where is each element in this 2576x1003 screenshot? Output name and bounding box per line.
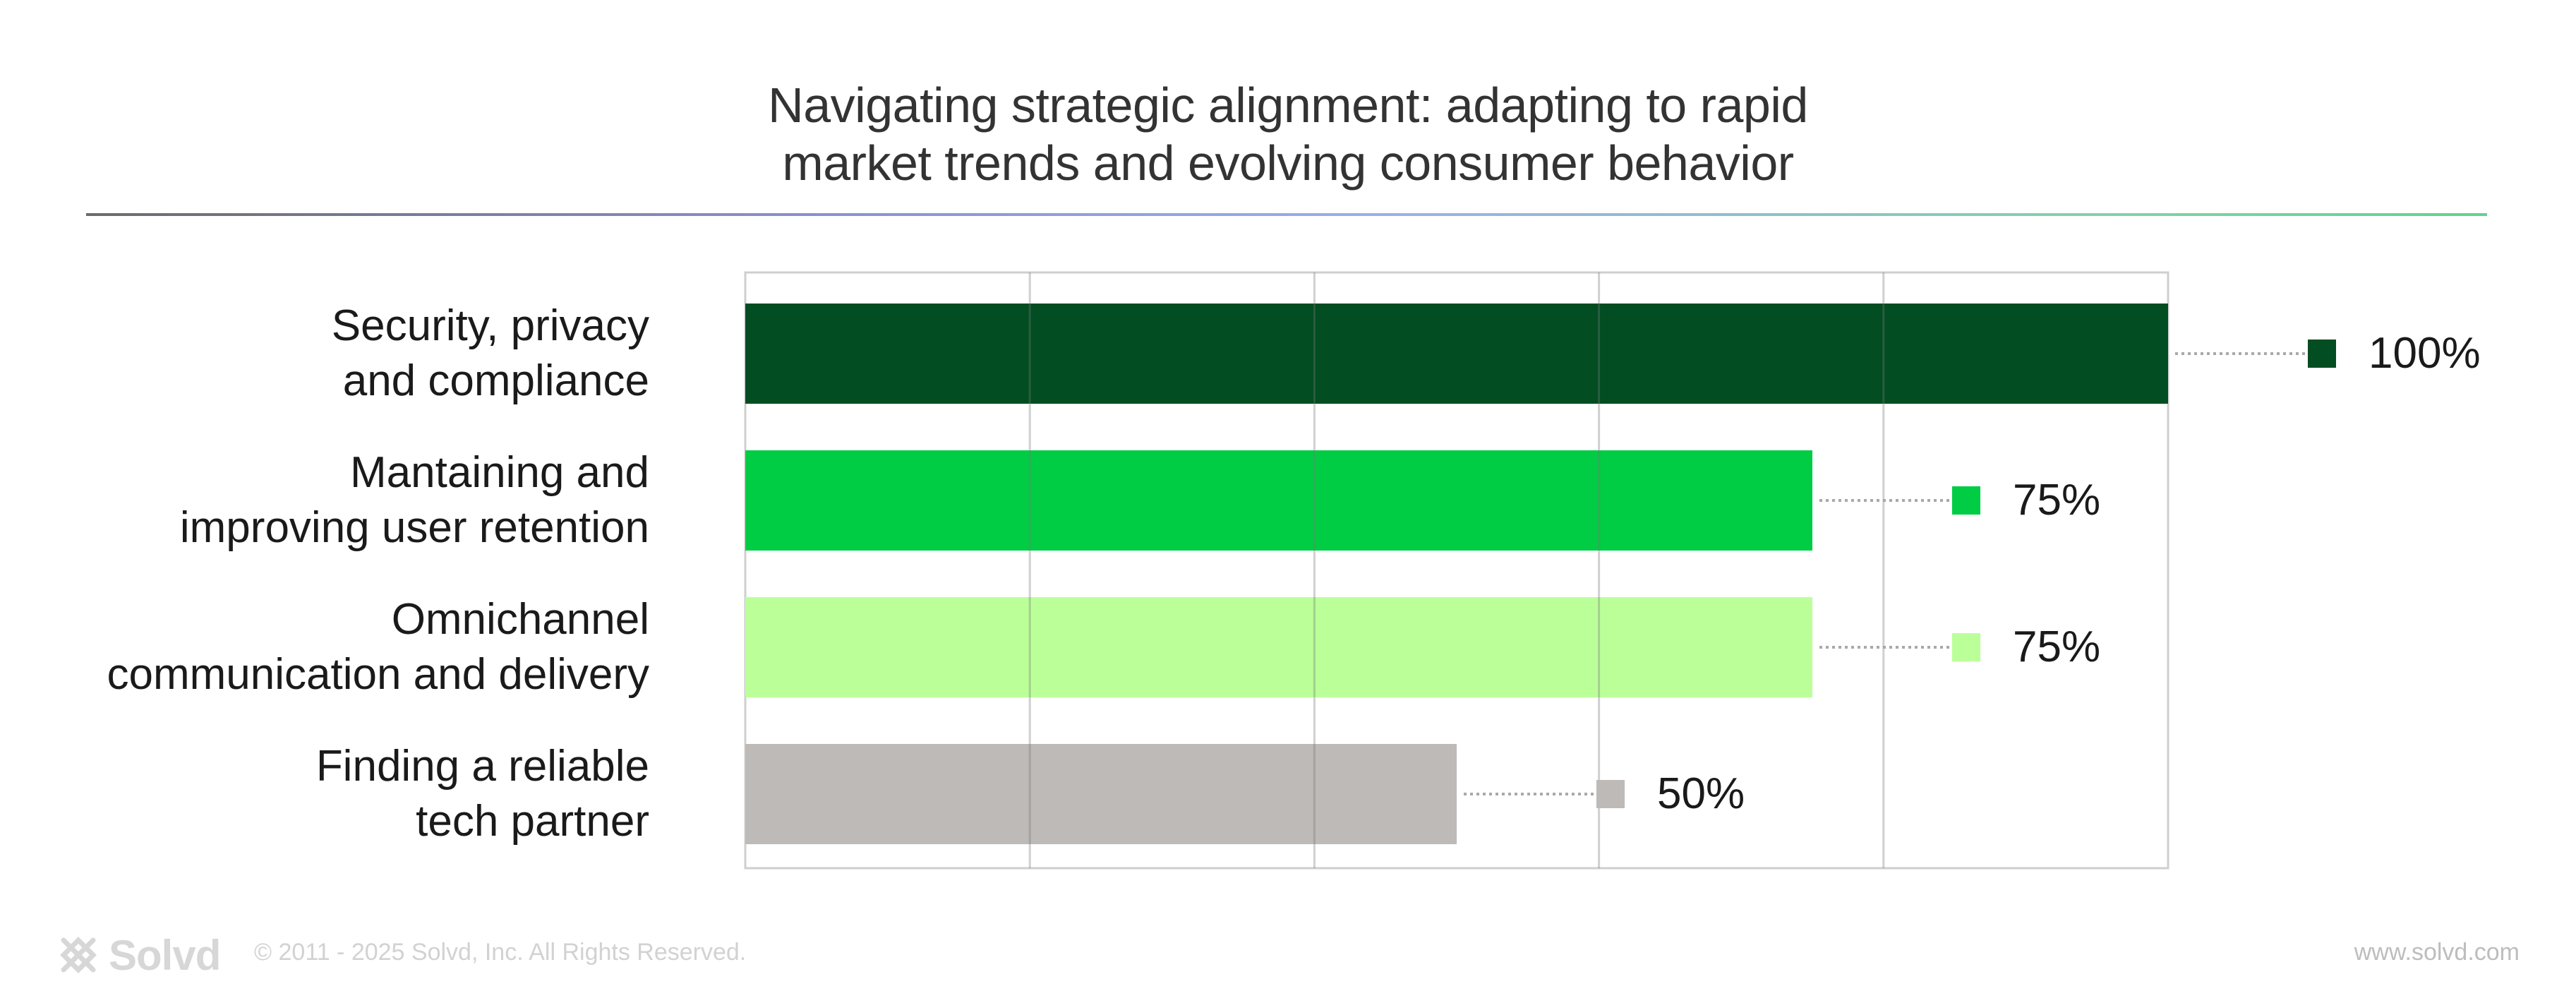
plot-frame [744, 271, 2169, 870]
solvd-logo-icon [60, 937, 97, 973]
bar-3 [745, 597, 1812, 697]
value-label-1: 100% [2369, 329, 2481, 378]
value-marker-1 [2308, 340, 2336, 368]
category-label-3-line-2: communication and delivery [107, 650, 650, 699]
bar-4 [745, 744, 1457, 844]
chart-title: Navigating strategic alignment: adapting… [0, 76, 2576, 192]
category-label-3-line-1: Omnichannel [391, 595, 649, 644]
footer-copyright: © 2011 - 2025 Solvd, Inc. All Rights Res… [254, 939, 747, 966]
category-label-1: Security, privacy and compliance [0, 299, 649, 409]
category-label-4-line-1: Finding a reliable [315, 742, 649, 791]
category-label-4-line-2: tech partner [416, 797, 649, 846]
footer-brand: Solvd [109, 931, 221, 979]
footer-logo: Solvd [58, 930, 221, 980]
footer-url[interactable]: www.solvd.com [2354, 939, 2520, 966]
category-label-2-line-2: improving user retention [179, 503, 649, 552]
category-label-4: Finding a reliable tech partner [0, 739, 649, 849]
value-marker-3 [1952, 633, 1980, 661]
value-marker-4 [1596, 780, 1625, 808]
bar-2 [745, 450, 1812, 551]
value-label-2: 75% [2013, 476, 2101, 524]
title-divider [86, 213, 2487, 216]
category-label-3: Omnichannel communication and delivery [0, 592, 650, 702]
chart-title-line-2: market trends and evolving consumer beha… [782, 136, 1794, 191]
category-label-2-line-1: Mantaining and [350, 448, 649, 497]
category-label-1-line-1: Security, privacy [331, 301, 649, 350]
bar-1 [745, 304, 2168, 404]
category-label-2: Mantaining and improving user retention [0, 445, 649, 555]
value-marker-2 [1952, 486, 1980, 515]
value-label-4: 50% [1657, 769, 1745, 818]
value-label-3: 75% [2013, 623, 2101, 671]
chart-title-line-1: Navigating strategic alignment: adapting… [768, 78, 1808, 133]
category-label-1-line-2: and compliance [342, 356, 649, 405]
